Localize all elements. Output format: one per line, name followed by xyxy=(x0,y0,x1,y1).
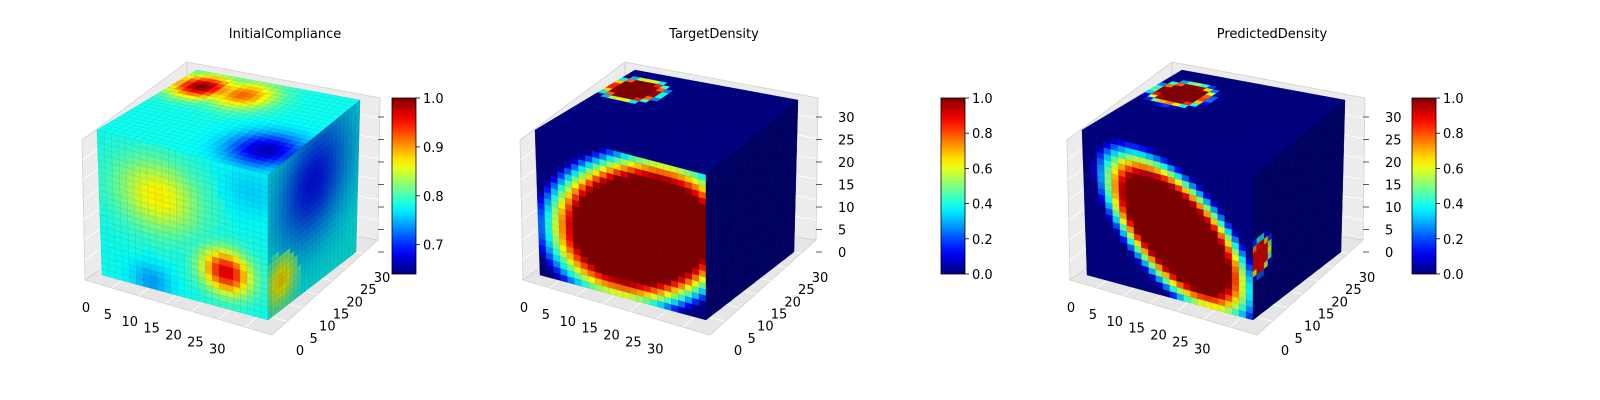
colorbar-tick-label: 0.6 xyxy=(972,162,993,177)
x-tick-label: 30 xyxy=(647,342,664,357)
chart-title: TargetDensity xyxy=(668,27,759,42)
colorbar: 0.7 0.8 0.9 1.0 xyxy=(391,92,444,275)
colorbar-gradient xyxy=(940,97,966,275)
panel-predicted-density: PredictedDensity 0 5 10 15 20 25 30 05101520253… xyxy=(1066,27,1464,359)
panel-target-density: TargetDensity 0 5 10 15 20 25 30 05101520253005… xyxy=(519,27,993,359)
y-tick-label: 30 xyxy=(374,271,391,286)
x-tick-label: 30 xyxy=(209,342,226,357)
colorbar-tick-label: 1.0 xyxy=(423,92,444,107)
z-tick-label: 20 xyxy=(838,156,855,171)
panel-initial-compliance: InitialCompliance 0 5 10 15 20 25 30 0510152025… xyxy=(81,27,444,359)
voxel-cube xyxy=(96,69,361,321)
colorbar-tick-label: 0.7 xyxy=(423,239,444,254)
z-tick-label: 30 xyxy=(838,111,855,126)
cube-face-top xyxy=(96,69,361,176)
cube-face-front xyxy=(96,129,269,321)
x-tick-label: 5 xyxy=(104,308,112,323)
y-tick-label: 20 xyxy=(346,295,363,310)
x-tick-label: 25 xyxy=(625,335,642,350)
x-tick-label: 15 xyxy=(143,322,160,337)
x-axis: 0 5 10 15 20 25 30 xyxy=(82,301,226,357)
colorbar-tick-label: 1.0 xyxy=(972,92,993,107)
colorbar-tick-label: 0.8 xyxy=(972,127,993,142)
y-tick-label: 10 xyxy=(319,320,336,335)
y-tick-label: 25 xyxy=(360,283,377,298)
z-tick-label: 10 xyxy=(838,201,855,216)
chart-title: InitialCompliance xyxy=(229,27,342,42)
cube-face-right xyxy=(267,99,361,321)
colorbar-tick-label: 0.2 xyxy=(972,233,993,248)
colorbar-tick-label: 0.8 xyxy=(423,190,444,205)
z-tick-label: 15 xyxy=(838,179,855,194)
colorbar-tick-label: 0.0 xyxy=(972,268,993,283)
chart-title: PredictedDensity xyxy=(1217,27,1328,42)
z-tick-label: 5 xyxy=(838,224,846,239)
x-tick-label: 5 xyxy=(542,308,550,323)
x-tick-label: 10 xyxy=(559,315,576,330)
colorbar: 0.0 0.2 0.4 0.6 0.8 1.0 xyxy=(940,92,993,283)
y-tick-label: 0 xyxy=(734,344,742,359)
z-axis xyxy=(378,116,384,253)
y-tick-label: 30 xyxy=(812,271,829,286)
colorbar-gradient xyxy=(391,97,417,275)
y-tick-label: 5 xyxy=(748,332,756,347)
voxel-cell xyxy=(352,245,357,256)
x-tick-label: 25 xyxy=(187,335,204,350)
cube-face-top xyxy=(534,69,799,176)
x-tick-label: 0 xyxy=(520,301,528,316)
y-tick-label: 0 xyxy=(296,344,304,359)
x-tick-label: 10 xyxy=(121,315,138,330)
z-axis: 0 5 10 15 20 25 30 xyxy=(816,111,855,261)
cube-face-right xyxy=(705,99,799,321)
colorbar-tick-label: 0.9 xyxy=(423,141,444,156)
cube-face-front xyxy=(534,129,707,321)
voxel-cube xyxy=(534,69,799,321)
x-tick-label: 20 xyxy=(165,329,182,344)
x-tick-label: 15 xyxy=(581,322,598,337)
colorbar-tick-label: 0.4 xyxy=(972,198,993,213)
z-tick-label: 0 xyxy=(838,246,846,261)
y-tick-label: 15 xyxy=(333,308,350,323)
x-tick-label: 0 xyxy=(82,301,90,316)
x-tick-label: 20 xyxy=(603,329,620,344)
z-tick-label: 25 xyxy=(838,134,855,149)
y-tick-label: 5 xyxy=(310,332,318,347)
